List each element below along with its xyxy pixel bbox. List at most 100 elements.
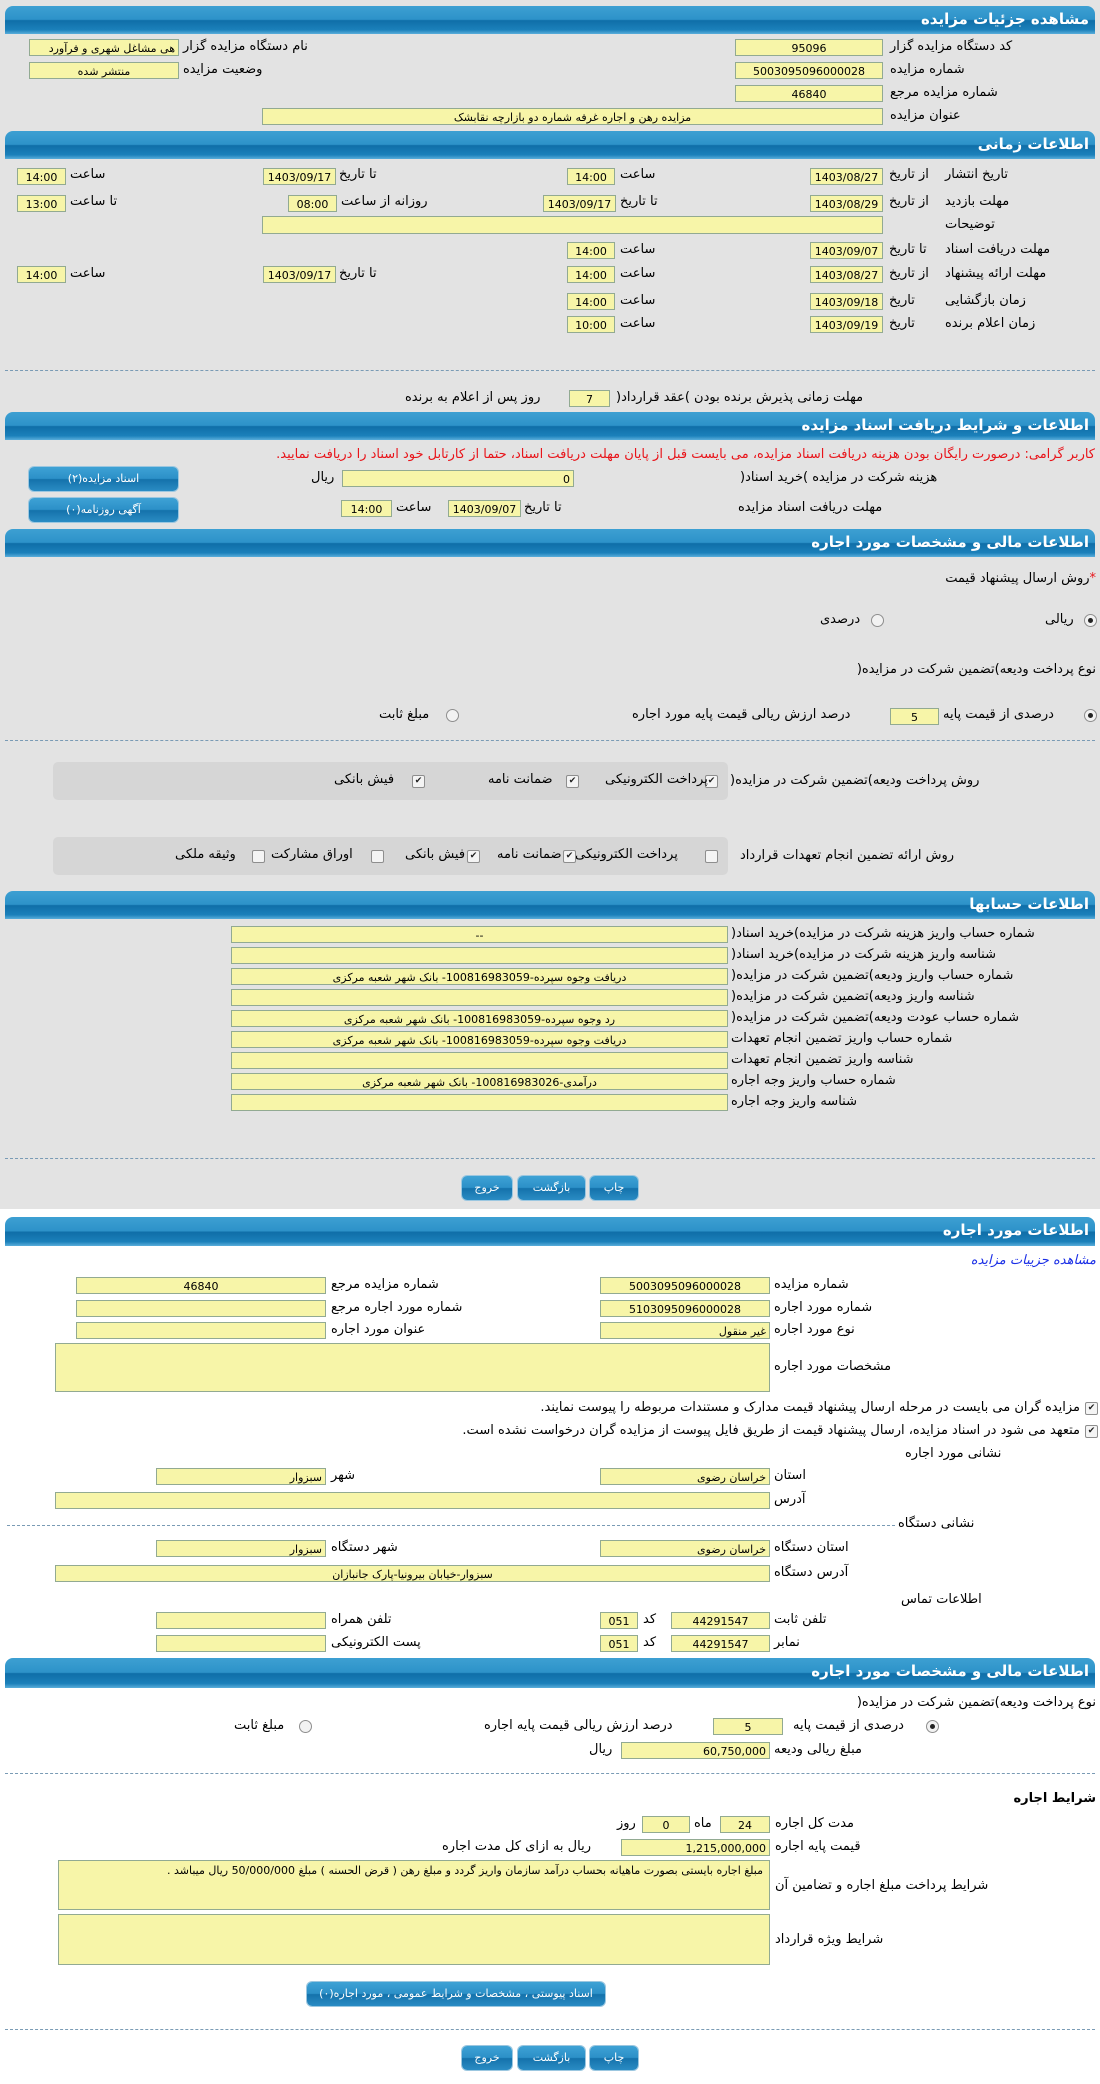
docs-time[interactable]: 14:00 — [567, 242, 615, 259]
months-field[interactable]: 24 — [720, 1816, 770, 1833]
account-field[interactable]: -- — [231, 926, 728, 943]
account-field[interactable] — [231, 989, 728, 1006]
auction-documents-button[interactable]: اسناد مزایده(۲) — [29, 467, 178, 491]
phone-code-field[interactable]: 051 — [600, 1612, 638, 1629]
province-field[interactable]: خراسان رضوی — [600, 1468, 770, 1485]
visit-to-time[interactable]: 13:00 — [17, 195, 66, 212]
checkbox-attach-docs[interactable]: ✔ — [1085, 1402, 1098, 1415]
status-field[interactable]: منتشر شده — [29, 62, 179, 79]
deposit-amount-field[interactable]: 60,750,000 — [621, 1742, 770, 1759]
visit-daily-from[interactable]: 08:00 — [288, 195, 337, 212]
publish-from-date[interactable]: 1403/08/27 — [810, 168, 883, 185]
print-button[interactable]: چاپ — [590, 1176, 638, 1200]
visit-to-date[interactable]: 1403/09/17 — [543, 195, 616, 212]
offer-time[interactable]: 14:00 — [567, 266, 615, 283]
org-province-field[interactable]: خراسان رضوی — [600, 1540, 770, 1557]
publish-to-date[interactable]: 1403/09/17 — [263, 168, 336, 185]
checkbox-g-guarantee-letter[interactable]: ✔ — [563, 850, 576, 863]
checkbox-guarantee-letter[interactable]: ✔ — [566, 775, 579, 788]
notes-label: توضیحات — [945, 217, 995, 232]
payment-terms-field[interactable]: مبلغ اجاره بایستی بصورت ماهیانه بحساب در… — [58, 1860, 770, 1910]
acceptance-days[interactable]: 7 — [569, 390, 610, 407]
lease-percent-field[interactable]: 5 — [713, 1718, 783, 1735]
notes-field[interactable] — [262, 216, 883, 234]
deposit-percent-field[interactable]: 5 — [890, 708, 939, 725]
phone-field[interactable]: 44291547 — [671, 1612, 770, 1629]
account-field[interactable] — [231, 1052, 728, 1069]
back-button-bottom[interactable]: بازگشت — [518, 2046, 585, 2070]
lease-specs-field[interactable] — [55, 1343, 770, 1392]
offer-to-label: تا تاریخ — [339, 266, 377, 281]
org-code-field[interactable]: 95096 — [735, 39, 883, 56]
checkbox-g-property[interactable] — [252, 850, 265, 863]
account-field[interactable] — [231, 1094, 728, 1111]
radio-rial[interactable] — [1084, 614, 1097, 627]
org-name-field[interactable]: هی مشاغل شهری و فرآورد — [29, 39, 179, 56]
checkbox-no-file-offer[interactable]: ✔ — [1085, 1425, 1098, 1438]
radio-lease-percent[interactable] — [926, 1720, 939, 1733]
city-field[interactable]: سبزوار — [156, 1468, 326, 1485]
offer-to-date[interactable]: 1403/09/17 — [263, 266, 336, 283]
radio-lease-fixed[interactable] — [299, 1720, 312, 1733]
lease-ref-number[interactable]: 46840 — [76, 1277, 326, 1294]
docs-deadline-date[interactable]: 1403/09/07 — [448, 500, 521, 517]
special-terms-field[interactable] — [58, 1914, 770, 1965]
back-button[interactable]: بازگشت — [518, 1176, 585, 1200]
docs-deadline-time[interactable]: 14:00 — [341, 500, 392, 517]
offer-time2[interactable]: 14:00 — [17, 266, 66, 283]
print-button-bottom[interactable]: چاپ — [590, 2046, 638, 2070]
fax-field[interactable]: 44291547 — [671, 1635, 770, 1652]
auction-details-link[interactable]: مشاهده جزییات مزایده — [970, 1253, 1096, 1268]
deposit-percent-suffix: درصد ارزش ریالی قیمت پایه مورد اجاره — [632, 707, 851, 722]
days-field[interactable]: 0 — [642, 1816, 690, 1833]
checkbox-g-bonds[interactable] — [371, 850, 384, 863]
winner-time[interactable]: 10:00 — [567, 316, 615, 333]
org-address-field[interactable]: سبزوار-خیابان بیرونیا-پارک جانبازان — [55, 1565, 770, 1582]
lease-item-number[interactable]: 5103095096000028 — [600, 1300, 770, 1317]
lease-auction-number[interactable]: 5003095096000028 — [600, 1277, 770, 1294]
publish-time2[interactable]: 14:00 — [17, 168, 66, 185]
section-header-accounts: اطلاعات حسابها — [5, 891, 1095, 919]
radio-deposit-percent[interactable] — [1084, 709, 1097, 722]
offer-from-date[interactable]: 1403/08/27 — [810, 266, 883, 283]
fax-code-field[interactable]: 051 — [600, 1635, 638, 1652]
fee-field[interactable]: 0 — [342, 470, 574, 487]
section-title: اطلاعات مورد اجاره — [942, 1221, 1089, 1239]
radio-percent[interactable] — [871, 614, 884, 627]
mobile-field[interactable] — [156, 1612, 326, 1629]
org-city-field[interactable]: سبزوار — [156, 1540, 326, 1557]
checkbox-bank-receipt[interactable]: ✔ — [412, 775, 425, 788]
lease-item-type[interactable]: غیر منقول — [600, 1322, 770, 1339]
radio-deposit-fixed[interactable] — [446, 709, 459, 722]
docs-date[interactable]: 1403/09/07 — [810, 242, 883, 259]
exit-button-bottom[interactable]: خروج — [462, 2046, 512, 2070]
winner-date[interactable]: 1403/09/19 — [810, 316, 883, 333]
base-price-field[interactable]: 1,215,000,000 — [621, 1839, 770, 1856]
publish-from-label: از تاریخ — [889, 167, 929, 182]
checkbox-g-bank-receipt[interactable]: ✔ — [467, 850, 480, 863]
opening-time[interactable]: 14:00 — [567, 293, 615, 310]
publish-label: تاریخ انتشار — [945, 167, 1008, 182]
account-field[interactable]: رد وجوه سپرده-100816983059- بانک شهر شعب… — [231, 1010, 728, 1027]
account-field[interactable]: دریافت وجوه سپرده-100816983059- بانک شهر… — [231, 1031, 728, 1048]
auction-number-field[interactable]: 5003095096000028 — [735, 62, 883, 79]
account-field[interactable]: درآمدی-100816983026- بانک شهر شعبه مرکزی — [231, 1073, 728, 1090]
auction-title-field[interactable]: مزایده رهن و اجاره غرفه شماره دو بازارچه… — [262, 108, 883, 125]
publish-time[interactable]: 14:00 — [567, 168, 615, 185]
checkbox-g-electronic[interactable] — [705, 850, 718, 863]
checkbox-electronic[interactable]: ✔ — [705, 775, 718, 788]
lease-item-title[interactable] — [76, 1322, 326, 1339]
attachments-button[interactable]: اسناد پیوستی ، مشخصات و شرایط عمومی ، مو… — [307, 1982, 605, 2006]
account-field[interactable]: دریافت وجوه سپرده-100816983059- بانک شهر… — [231, 968, 728, 985]
lease-item-ref[interactable] — [76, 1300, 326, 1317]
currency-label: ریال — [311, 470, 335, 485]
visit-from-date[interactable]: 1403/08/29 — [810, 195, 883, 212]
account-field[interactable] — [231, 947, 728, 964]
newspaper-ad-button[interactable]: آگهی روزنامه(۰) — [29, 498, 178, 522]
email-field[interactable] — [156, 1635, 326, 1652]
exit-button[interactable]: خروج — [462, 1176, 512, 1200]
address-field[interactable] — [55, 1492, 770, 1509]
account-label: شناسه واریز ودیعه)تضمین شرکت در مزایده( — [731, 989, 975, 1004]
opening-date[interactable]: 1403/09/18 — [810, 293, 883, 310]
ref-number-field[interactable]: 46840 — [735, 85, 883, 102]
